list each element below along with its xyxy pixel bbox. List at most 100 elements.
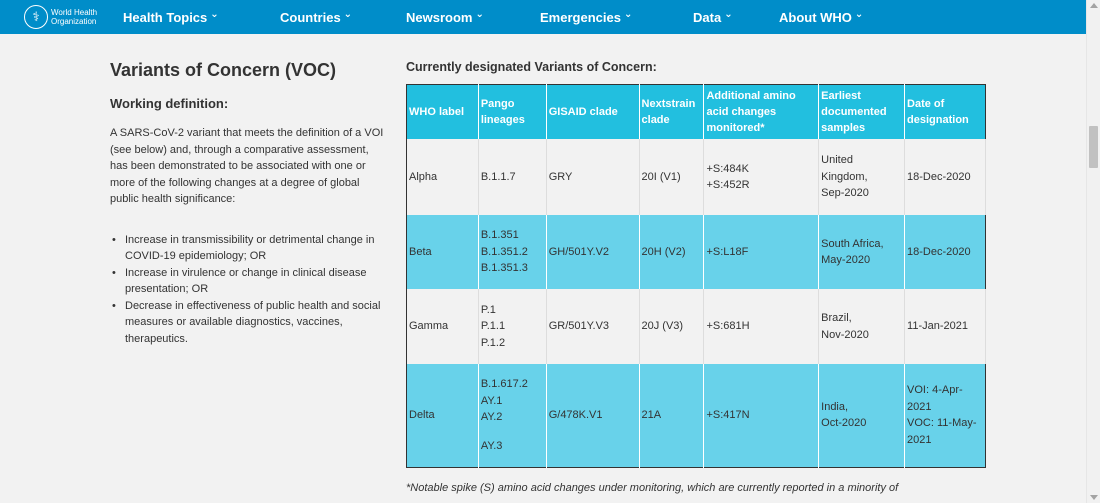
cell-line: +S:L18F <box>706 245 749 258</box>
top-navigation-bar: ⚕ World Health Organization Health Topic… <box>0 0 1086 34</box>
cell-line: 2021 <box>907 433 932 446</box>
cell-amino: +S:681H <box>703 289 820 364</box>
cell-line: B.1.351.3 <box>480 262 528 275</box>
cell-line: Kingdom, <box>821 170 868 183</box>
voc-table: WHO label Pango lineages GISAID clade Nexts… <box>406 84 986 468</box>
cell-label: Beta <box>406 215 479 289</box>
cell-earliest: United Kingdom, Sep-2020 <box>818 139 906 215</box>
cell-label: Delta <box>406 364 479 467</box>
cell-line: Oct-2020 <box>821 417 867 430</box>
nav-newsroom[interactable]: Newsroom ⌄ <box>406 8 540 25</box>
nav-health-topics[interactable]: Health Topics ⌄ <box>123 8 280 25</box>
cell-line: Sep-2020 <box>821 187 869 200</box>
column-header: Date of designation <box>904 84 986 139</box>
nav-data[interactable]: Data ⌄ <box>693 8 779 25</box>
voc-definition-section: Variants of Concern (VOC) Working defini… <box>110 60 390 347</box>
nav-label: About WHO <box>779 9 852 25</box>
logo-line-1: World Health <box>51 8 98 17</box>
cell-line: +S:452R <box>706 179 750 191</box>
cell-pango: B.1.617.2 AY.1 AY.2 AY.3 <box>478 364 547 467</box>
table-row: Beta B.1.351 B.1.351.2 B.1.351.3 GH/501Y.V2 2… <box>406 215 986 289</box>
who-logo[interactable]: ⚕ World Health Organization <box>24 5 114 29</box>
cell-line: Nov-2020 <box>821 328 869 341</box>
chevron-down-icon: ⌄ <box>210 8 219 20</box>
chevron-down-icon: ⌄ <box>623 8 633 20</box>
cell-date: 11-Jan-2021 <box>904 289 986 364</box>
definition-text: A SARS-CoV-2 variant that meets the defi… <box>110 127 384 205</box>
criteria-list: Increase in transmissibility or detrimen… <box>110 232 390 348</box>
cell-nextstrain: 21A <box>639 364 705 467</box>
table-row: Gamma P.1 P.1.1 P.1.2 GR/501Y.V3 20J (V3) +S:6… <box>406 289 986 364</box>
chevron-down-icon: ⌄ <box>724 8 733 20</box>
cell-line: AY.3 <box>480 439 503 452</box>
cell-line: 2021 <box>907 400 932 413</box>
cell-line: 18-Dec-2020 <box>907 245 971 258</box>
scroll-down-icon[interactable] <box>1090 495 1098 500</box>
nav-countries[interactable]: Countries ⌄ <box>280 8 406 25</box>
cell-date: VOI: 4-Apr- 2021 VOC: 11-May- 2021 <box>904 364 986 467</box>
criteria-item: Decrease in effectiveness of public heal… <box>110 298 390 348</box>
cell-nextstrain: 20H (V2) <box>639 215 705 289</box>
cell-line: +S:484K <box>706 162 749 175</box>
column-header: GISAID clade <box>546 84 640 139</box>
cell-label: Gamma <box>406 289 479 364</box>
table-footnote: *Notable spike (S) amino acid changes un… <box>406 482 899 494</box>
cell-line: P.1.2 <box>480 336 506 349</box>
chevron-down-icon: ⌄ <box>343 8 353 20</box>
cell-amino: +S:417N <box>703 364 820 467</box>
cell-line: P.1 <box>480 303 496 316</box>
voc-table-section: Currently designated Variants of Concern… <box>406 60 986 468</box>
nav-emergencies[interactable]: Emergencies ⌄ <box>540 8 693 25</box>
criteria-item: Increase in transmissibility or detrimen… <box>110 232 390 265</box>
cell-line: +S:417N <box>706 409 750 421</box>
cell-nextstrain: 20I (V1) <box>639 139 705 215</box>
cell-gisaid: GR/501Y.V3 <box>546 289 640 364</box>
nav-label: Emergencies <box>540 9 621 25</box>
column-header: Earliest documented samples <box>818 84 906 139</box>
main-nav: Health Topics ⌄ Countries ⌄ Newsroom ⌄ Emergen… <box>123 0 879 34</box>
cell-line: B.1.1.7 <box>480 170 516 183</box>
column-header: WHO label <box>406 84 479 139</box>
nav-label: Newsroom <box>406 9 473 25</box>
cell-pango: B.1.1.7 <box>478 139 547 215</box>
cell-earliest: Brazil, Nov-2020 <box>818 289 906 364</box>
cell-line: United <box>821 154 853 167</box>
logo-line-2: Organization <box>51 17 97 26</box>
cell-line: B.1.351 <box>480 229 519 242</box>
cell-amino: +S:L18F <box>703 215 820 289</box>
cell-line: VOC: 11-May- <box>907 417 977 430</box>
working-definition-heading: Working definition: <box>110 96 229 111</box>
cell-line: +S:681H <box>706 320 750 333</box>
cell-line: South Africa, <box>821 237 884 250</box>
cell-line: 18-Dec-2020 <box>907 170 971 183</box>
table-row: Alpha B.1.1.7 GRY 20I (V1) +S:484K +S:452R Uni… <box>406 139 986 215</box>
cell-line: B.1.351.2 <box>480 245 528 258</box>
cell-date: 18-Dec-2020 <box>904 215 986 289</box>
scroll-up-icon[interactable] <box>1090 3 1098 8</box>
cell-line: B.1.617.2 <box>480 378 528 391</box>
cell-label: Alpha <box>406 139 479 215</box>
cell-line: Brazil, <box>821 312 852 324</box>
cell-pango: P.1 P.1.1 P.1.2 <box>478 289 547 364</box>
cell-earliest: South Africa, May-2020 <box>818 215 906 289</box>
cell-amino: +S:484K +S:452R <box>703 139 820 215</box>
nav-label: Data <box>693 9 722 25</box>
cell-gisaid: GH/501Y.V2 <box>546 215 640 289</box>
column-header: Nextstrain clade <box>639 84 705 139</box>
criteria-item: Increase in virulence or change in clini… <box>110 265 390 298</box>
nav-label: Countries <box>280 9 341 25</box>
cell-pango: B.1.351 B.1.351.2 B.1.351.3 <box>478 215 547 289</box>
who-emblem-icon: ⚕ <box>24 5 48 29</box>
scrollbar-thumb[interactable] <box>1089 126 1098 168</box>
table-title: Currently designated Variants of Concern… <box>406 60 657 74</box>
nav-about-who[interactable]: About WHO ⌄ <box>779 9 879 25</box>
table-row: Delta B.1.617.2 AY.1 AY.2 AY.3 G/478K.V1 21A +S… <box>406 364 986 467</box>
section-title: Variants of Concern (VOC) <box>110 60 337 80</box>
cell-line: AY.2 <box>480 411 503 424</box>
cell-gisaid: GRY <box>546 139 640 215</box>
cell-line: AY.1 <box>480 394 503 407</box>
page-scrollbar[interactable] <box>1086 0 1100 503</box>
chevron-down-icon: ⌄ <box>475 8 484 20</box>
cell-gisaid: G/478K.V1 <box>546 364 640 467</box>
column-header: Pango lineages <box>478 84 547 139</box>
